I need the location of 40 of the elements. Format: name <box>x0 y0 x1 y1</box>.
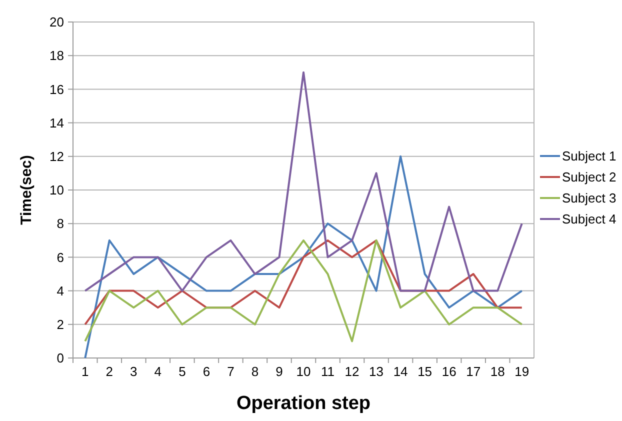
x-tick-label: 9 <box>276 364 283 379</box>
y-tick-label: 6 <box>56 250 64 265</box>
y-tick-label: 18 <box>50 48 64 64</box>
legend-label: Subject 4 <box>562 212 616 227</box>
x-tick-label: 11 <box>321 364 335 379</box>
legend-label: Subject 1 <box>562 148 616 164</box>
legend-label: Subject 3 <box>562 190 616 206</box>
y-tick-label: 14 <box>50 115 64 130</box>
y-tick-label: 16 <box>50 82 64 97</box>
x-tick-label: 5 <box>178 364 186 379</box>
x-tick-label: 17 <box>466 364 481 379</box>
x-tick-label: 3 <box>130 364 138 379</box>
legend-label: Subject 2 <box>562 170 616 185</box>
x-tick-label: 16 <box>442 364 456 379</box>
x-tick-label: 15 <box>418 364 432 379</box>
x-tick-label: 4 <box>154 364 162 379</box>
x-tick-label: 7 <box>227 364 234 379</box>
line-series <box>84 239 523 326</box>
y-tick-label: 2 <box>56 316 64 332</box>
x-tick-label: 2 <box>106 364 114 379</box>
y-tick-label: 0 <box>56 350 64 366</box>
x-tick-label: 8 <box>251 364 259 379</box>
x-tick-label: 19 <box>514 364 530 379</box>
y-axis-title: Time(sec) <box>18 155 35 225</box>
line-series <box>84 71 523 292</box>
y-tick-label: 12 <box>50 148 64 164</box>
y-tick-label: 10 <box>50 182 64 198</box>
line-series <box>84 155 523 359</box>
line-series <box>84 239 523 342</box>
x-tick-label: 6 <box>202 364 210 379</box>
y-tick-label: 8 <box>56 216 64 232</box>
x-tick-label: 12 <box>344 364 360 379</box>
x-tick-label: 1 <box>82 364 89 379</box>
x-tick-label: 14 <box>393 364 408 379</box>
x-axis-title: Operation step <box>236 393 371 414</box>
y-tick-label: 20 <box>50 14 64 30</box>
y-tick-label: 4 <box>56 283 64 298</box>
x-tick-label: 10 <box>296 364 311 379</box>
x-tick-label: 18 <box>490 364 505 379</box>
x-tick-label: 13 <box>369 364 384 379</box>
